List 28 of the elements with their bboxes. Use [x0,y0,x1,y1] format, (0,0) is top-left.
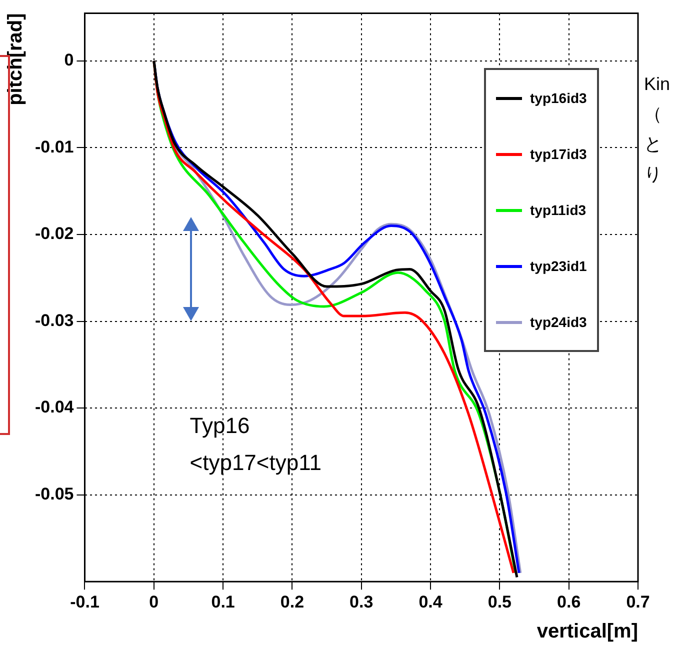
y-tick-label: -0.02 [35,224,74,244]
x-tick-label: 0.3 [350,592,374,612]
legend-label: typ16id3 [530,90,587,106]
y-tick-label: -0.03 [35,310,74,330]
legend-label: typ17id3 [530,146,587,162]
text: り [644,164,662,184]
y-tick-label: -0.04 [35,398,74,417]
x-tick-label: -0.1 [70,592,100,612]
x-tick-label: 0.5 [488,592,512,612]
annotation: Typ16 [190,413,250,438]
text: （ [644,104,662,124]
x-tick-label: 0 [149,592,159,612]
x-tick-label: 0.4 [418,592,443,612]
y-tick-label: -0.01 [35,137,74,156]
x-axis-title: vertical[m] [536,620,638,643]
legend-label: typ11id3 [530,202,586,218]
x-tick-label: 0.1 [211,592,235,612]
text: Kin [644,74,670,94]
legend-label: typ23id1 [530,258,587,274]
annotation: <typ17<typ11 [190,450,322,476]
y-tick-label: 0 [64,50,74,70]
y-tick-label: -0.05 [35,484,74,504]
x-tick-label: 0.2 [280,592,304,612]
legend-label: typ24id3 [530,314,587,330]
text: と [644,134,662,154]
y-axis-title: pitch[rad] [4,13,27,106]
x-tick-label: 0.7 [626,592,650,612]
x-tick-label: 0.6 [557,592,581,612]
